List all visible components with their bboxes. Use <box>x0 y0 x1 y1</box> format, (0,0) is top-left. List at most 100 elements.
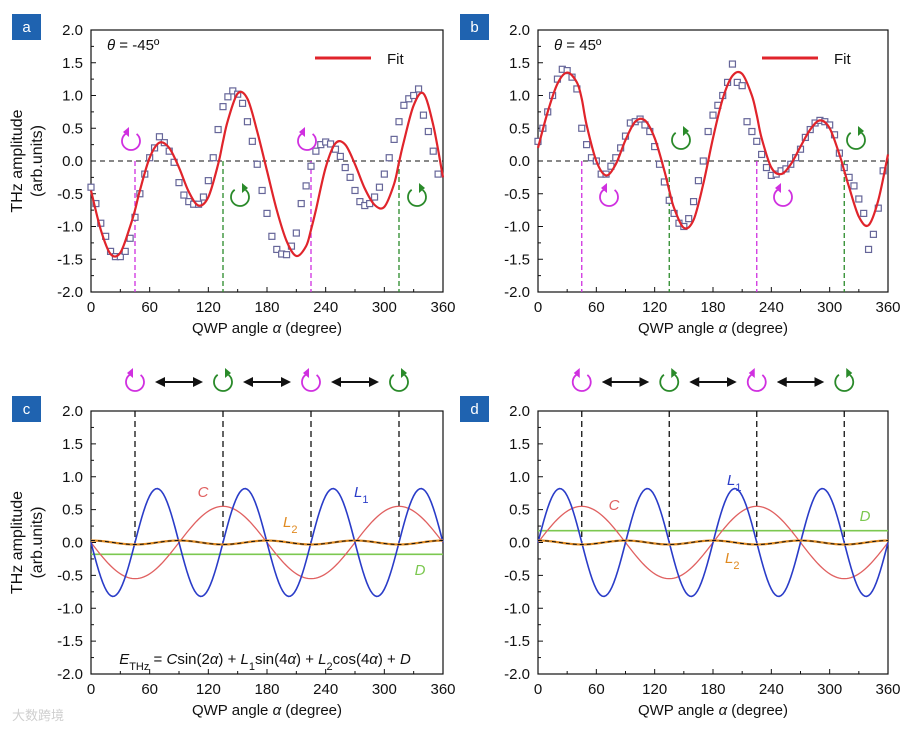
data-point <box>273 245 281 254</box>
data-point <box>346 173 354 181</box>
label-L1-d: L1 <box>727 472 741 494</box>
y-tick-label: 1.5 <box>509 436 530 453</box>
data-point <box>243 118 252 126</box>
data-point <box>268 232 276 240</box>
zero-dashed-line-d <box>537 540 889 545</box>
data-point <box>341 163 349 172</box>
panel-label-box-b <box>460 14 489 40</box>
data-point <box>424 127 432 136</box>
x-tick-label: 0 <box>87 299 95 316</box>
circle-arrowhead <box>299 127 305 137</box>
x-tick-label: 360 <box>875 299 900 316</box>
panel-label-box-a <box>12 14 41 40</box>
right-circular-icon <box>407 183 427 207</box>
y-axis-label-line: (arb.units) <box>29 506 46 578</box>
y-tick-label: -0.5 <box>57 186 83 203</box>
left-circular-icon <box>599 183 619 207</box>
data-point <box>351 186 359 195</box>
circle-arc <box>301 373 321 392</box>
data-point <box>762 163 771 172</box>
y-tick-label: 2.0 <box>62 22 83 39</box>
circle-arc <box>659 373 680 392</box>
circle-arc <box>846 131 866 150</box>
data-point <box>738 82 746 90</box>
data-point <box>307 162 315 170</box>
circle-arrowhead <box>401 368 407 378</box>
circle-arrowhead <box>846 368 853 378</box>
data-point <box>709 111 717 119</box>
data-point <box>238 99 247 107</box>
y-axis-label-line: THz amplitude <box>9 491 26 594</box>
data-point <box>850 182 858 190</box>
y-tick-label: 1.0 <box>62 469 83 486</box>
data-point <box>214 125 222 134</box>
axes-d: 0 60 120 180 240 300 360 2.0 1.5 1.0 0.5 0.0 -0.5 -1.… <box>504 403 900 698</box>
x-tick-label: 240 <box>313 299 338 316</box>
x-tick-label: 240 <box>759 299 784 316</box>
data-point <box>224 93 232 101</box>
data-point <box>199 193 208 201</box>
data-point <box>414 85 423 93</box>
data-point <box>578 124 586 132</box>
circle-arc <box>125 373 145 392</box>
y-axis-label-line: THz amplitude <box>9 109 26 212</box>
x-tick-label: 60 <box>588 681 605 698</box>
data-point <box>380 170 388 178</box>
data-point <box>410 91 418 100</box>
circle-arrowhead <box>225 368 231 378</box>
data-point <box>204 177 212 185</box>
x-tick-label: 180 <box>700 681 725 698</box>
right-circular-icon <box>230 183 250 207</box>
y-tick-label: 0.5 <box>62 502 83 519</box>
label-C-c: C <box>198 484 209 501</box>
right-circular-icon <box>834 368 855 392</box>
x-axis-label: QWP angle α (degree) <box>638 320 788 337</box>
y-tick-label: -2.0 <box>504 666 530 683</box>
data-point <box>434 170 442 178</box>
label-C-d: C <box>609 497 620 514</box>
right-circular-icon <box>846 126 866 150</box>
fit-line-b <box>536 70 890 230</box>
left-circular-icon <box>121 127 141 151</box>
x-tick-label: 0 <box>87 681 95 698</box>
circle-arrowhead <box>242 183 248 193</box>
circle-arrowhead <box>573 368 580 378</box>
left-circular-icon <box>571 368 592 392</box>
x-tick-label: 180 <box>700 299 725 316</box>
data-point <box>395 118 403 126</box>
circle-arrowhead <box>127 368 133 378</box>
x-tick-label: 180 <box>254 681 279 698</box>
panel-label-c: c <box>23 401 31 418</box>
data-point <box>689 198 698 206</box>
y-tick-label: 0.5 <box>509 120 530 137</box>
data-point <box>87 183 95 191</box>
x-axis-label: QWP angle α (degree) <box>192 702 342 719</box>
x-tick-label: 120 <box>196 681 221 698</box>
circle-arrowhead <box>123 127 129 137</box>
y-tick-label: 1.5 <box>62 436 83 453</box>
y-tick-label: 1.5 <box>509 55 530 72</box>
circle-arc <box>213 373 233 392</box>
data-point <box>704 127 712 136</box>
theta-label-a: θ = -45º <box>107 37 160 54</box>
data-point <box>864 245 873 254</box>
y-tick-label: -1.0 <box>57 600 83 617</box>
circle-arc <box>389 373 409 392</box>
circle-arc <box>671 131 691 150</box>
label-D-d: D <box>860 508 871 525</box>
y-tick-label: 2.0 <box>509 403 530 420</box>
circle-arc <box>571 373 592 392</box>
y-tick-label: -0.5 <box>504 186 530 203</box>
right-circular-icon <box>671 126 691 150</box>
label-L2-c: L2 <box>283 514 297 536</box>
label-L1-c: L1 <box>354 484 368 506</box>
y-tick-label: 0.5 <box>509 502 530 519</box>
y-tick-label: -1.0 <box>504 219 530 236</box>
circle-arrowhead <box>748 368 755 378</box>
y-tick-label: 1.5 <box>62 55 83 72</box>
circle-arrowhead <box>601 183 607 193</box>
data-point <box>155 133 164 141</box>
axes-a: 0 60 120 180 240 300 360 2.0 1.5 1.0 0.5 0.0 -0.5 -1.… <box>57 22 455 316</box>
circle-arc <box>121 132 141 151</box>
data-point <box>753 137 761 145</box>
